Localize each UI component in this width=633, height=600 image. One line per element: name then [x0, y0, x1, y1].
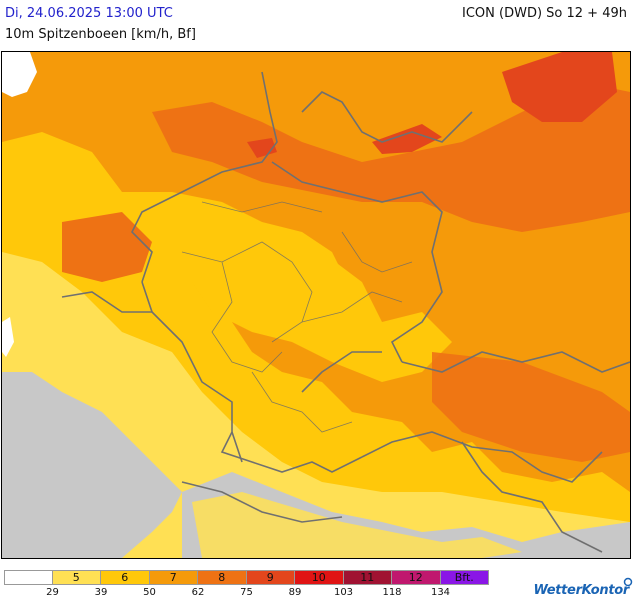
legend-tick: 89	[288, 587, 302, 598]
forecast-datetime: Di, 24.06.2025 13:00 UTC	[5, 6, 173, 21]
legend-tick: 29	[46, 587, 59, 598]
bf6-central	[182, 232, 452, 382]
parameter-label: 10m Spitzenboeen [km/h, Bf]	[5, 27, 196, 42]
bf8-netherlands	[62, 212, 152, 282]
bf9-northeast	[502, 52, 617, 122]
legend-cell: 6	[101, 570, 150, 585]
legend-cell: 7	[149, 570, 198, 585]
legend-tick: 134	[430, 587, 451, 598]
legend-ticks: 29 39 50 62 75 89 103 118 134	[4, 587, 504, 599]
legend-cell: 12	[392, 570, 441, 585]
legend-cell: 8	[198, 570, 247, 585]
state-borders	[181, 201, 413, 433]
legend-cell: 11	[343, 570, 392, 585]
model-run-label: ICON (DWD) So 12 + 49h	[462, 6, 627, 21]
bf5-alps	[192, 492, 522, 558]
legend-cell: 10	[295, 570, 344, 585]
legend-cell	[4, 570, 53, 585]
gust-map-graphic	[2, 52, 630, 558]
legend-tick: 39	[94, 587, 108, 598]
brand-logo-text: WetterKontor	[533, 583, 630, 598]
legend-cell: 5	[52, 570, 101, 585]
borders	[61, 71, 630, 553]
no-data-west	[2, 372, 182, 558]
bf4-area-2	[2, 317, 14, 357]
gust-map	[1, 51, 631, 559]
legend-tick: 75	[240, 587, 253, 598]
brand-logo-icon	[623, 577, 633, 587]
legend-tick: 118	[382, 587, 402, 598]
bf4-area	[2, 52, 37, 97]
legend-cell: 9	[246, 570, 295, 585]
bf8-east	[432, 352, 630, 462]
color-legend: 5 6 7 8 9 10 11 12 Bft.	[4, 570, 489, 586]
legend-tick: 50	[143, 587, 156, 598]
legend-tick: 62	[191, 587, 205, 598]
legend-cell: Bft.	[440, 570, 489, 585]
legend-tick: 103	[333, 587, 354, 598]
bf8-north	[152, 82, 630, 232]
bf9-baltic	[372, 124, 442, 154]
